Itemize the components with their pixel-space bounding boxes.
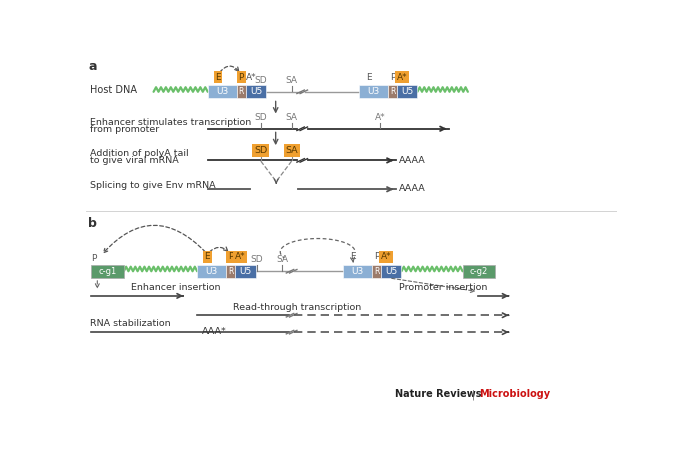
Bar bbox=[91, 265, 124, 278]
Text: from promoter: from promoter bbox=[90, 125, 159, 133]
Text: R: R bbox=[374, 267, 379, 276]
Text: AAAA: AAAA bbox=[399, 155, 425, 165]
Text: E: E bbox=[351, 252, 356, 261]
Text: AAA*: AAA* bbox=[203, 327, 227, 336]
Bar bbox=[208, 85, 237, 98]
Text: U3: U3 bbox=[216, 87, 229, 96]
Text: U5: U5 bbox=[239, 267, 251, 276]
Text: U3: U3 bbox=[351, 267, 364, 276]
Text: U3: U3 bbox=[367, 87, 379, 96]
Text: SD: SD bbox=[254, 146, 267, 155]
Text: AAAA: AAAA bbox=[399, 185, 425, 193]
Bar bbox=[237, 85, 246, 98]
Text: to give viral mRNA: to give viral mRNA bbox=[90, 156, 179, 165]
Text: SD: SD bbox=[255, 76, 267, 85]
Text: SA: SA bbox=[276, 255, 288, 264]
Text: SA: SA bbox=[286, 76, 297, 85]
Bar bbox=[397, 85, 417, 98]
Text: Read-through transcription: Read-through transcription bbox=[233, 303, 362, 312]
Text: c-g2: c-g2 bbox=[470, 267, 488, 276]
Text: RNA stabilization: RNA stabilization bbox=[90, 319, 171, 329]
Bar bbox=[373, 265, 381, 278]
Text: P: P bbox=[238, 73, 244, 82]
Text: Addition of polyA tail: Addition of polyA tail bbox=[90, 149, 188, 158]
Text: R: R bbox=[238, 87, 244, 96]
Text: R: R bbox=[390, 87, 395, 96]
Text: U5: U5 bbox=[250, 87, 262, 96]
Text: SD: SD bbox=[250, 255, 263, 264]
Text: Nature Reviews: Nature Reviews bbox=[395, 389, 481, 399]
Text: E: E bbox=[366, 73, 372, 82]
Text: E: E bbox=[215, 73, 221, 82]
Text: P: P bbox=[374, 252, 379, 261]
Text: SA: SA bbox=[286, 113, 297, 122]
Text: Microbiology: Microbiology bbox=[479, 389, 551, 399]
Text: SA: SA bbox=[285, 146, 298, 155]
Text: P: P bbox=[228, 252, 234, 261]
Bar bbox=[359, 85, 388, 98]
Text: A*: A* bbox=[246, 73, 256, 82]
Text: R: R bbox=[228, 267, 234, 276]
Text: U5: U5 bbox=[401, 87, 413, 96]
Text: Promoter insertion: Promoter insertion bbox=[399, 283, 487, 292]
Text: U5: U5 bbox=[385, 267, 397, 276]
Text: P: P bbox=[390, 73, 395, 82]
Bar bbox=[246, 85, 266, 98]
Text: SD: SD bbox=[255, 113, 267, 122]
Text: |: | bbox=[471, 389, 475, 400]
Text: b: b bbox=[88, 217, 97, 230]
Bar bbox=[197, 265, 226, 278]
Bar bbox=[462, 265, 495, 278]
Text: A*: A* bbox=[397, 73, 408, 82]
Text: E: E bbox=[205, 252, 210, 261]
Bar bbox=[381, 265, 401, 278]
Text: Host DNA: Host DNA bbox=[90, 85, 137, 96]
Text: c-g1: c-g1 bbox=[98, 267, 116, 276]
Text: Enhancer insertion: Enhancer insertion bbox=[131, 283, 221, 292]
Text: A*: A* bbox=[375, 113, 386, 122]
Text: Splicing to give Env mRNA: Splicing to give Env mRNA bbox=[90, 181, 216, 190]
Bar bbox=[235, 265, 256, 278]
Text: P: P bbox=[91, 254, 97, 263]
Bar bbox=[226, 265, 235, 278]
Text: Enhancer stimulates transcription: Enhancer stimulates transcription bbox=[90, 117, 251, 127]
Text: A*: A* bbox=[235, 252, 246, 261]
Text: A*: A* bbox=[381, 252, 392, 261]
Text: a: a bbox=[88, 60, 97, 73]
Bar bbox=[343, 265, 373, 278]
Bar bbox=[388, 85, 397, 98]
Text: U3: U3 bbox=[206, 267, 218, 276]
